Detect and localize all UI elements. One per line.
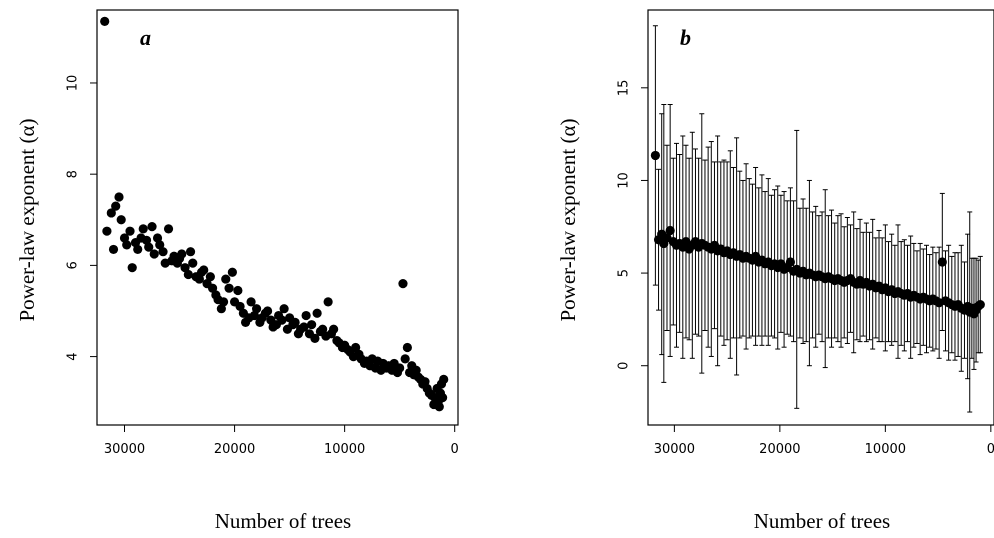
data-point bbox=[221, 274, 231, 284]
data-point bbox=[251, 304, 262, 314]
data-point bbox=[310, 333, 320, 343]
data-point bbox=[224, 283, 234, 293]
x-tick-label-b-2: 10000 bbox=[865, 442, 906, 457]
errorbars-b bbox=[652, 25, 983, 413]
data-point bbox=[111, 201, 121, 211]
points-b bbox=[650, 150, 985, 319]
data-point bbox=[434, 402, 444, 412]
data-point bbox=[650, 150, 660, 161]
data-point bbox=[144, 242, 154, 252]
x-axis-label-b: Number of trees bbox=[754, 509, 890, 533]
data-point bbox=[290, 317, 300, 327]
data-point bbox=[199, 265, 209, 275]
data-point bbox=[114, 192, 124, 202]
data-point bbox=[299, 322, 309, 332]
data-point bbox=[102, 226, 112, 236]
x-tick-label-b-0: 30000 bbox=[654, 442, 695, 457]
data-point bbox=[218, 297, 229, 307]
data-point bbox=[106, 208, 116, 218]
data-point bbox=[127, 263, 137, 273]
data-point bbox=[262, 306, 273, 316]
data-point bbox=[133, 244, 143, 255]
data-point bbox=[437, 393, 448, 403]
data-point bbox=[185, 247, 196, 257]
data-point bbox=[108, 244, 119, 255]
data-point bbox=[665, 225, 675, 236]
data-point bbox=[246, 297, 256, 307]
panel-label-a: a bbox=[140, 25, 151, 50]
data-point bbox=[233, 285, 243, 296]
data-point bbox=[975, 299, 985, 310]
x-tick-label-a-2: 10000 bbox=[324, 442, 365, 457]
plot-frame-b bbox=[647, 9, 994, 426]
data-point bbox=[205, 272, 215, 282]
plot-frame-a bbox=[96, 9, 459, 426]
y-tick-label-b-1: 5 bbox=[617, 269, 632, 277]
data-point bbox=[116, 215, 126, 225]
data-point bbox=[937, 257, 947, 267]
y-tick-label-a-2: 8 bbox=[66, 170, 81, 178]
data-point bbox=[323, 297, 333, 307]
y-axis-label-a: Power-law exponent (α) bbox=[15, 118, 39, 321]
y-axis-b: 0 5 10 15 bbox=[617, 80, 648, 370]
x-tick-label-a-1: 20000 bbox=[214, 442, 255, 457]
data-point bbox=[180, 263, 190, 273]
x-axis-label-a: Number of trees bbox=[215, 509, 351, 533]
x-tick-label-b-1: 20000 bbox=[759, 442, 800, 457]
data-point bbox=[307, 320, 317, 330]
data-point bbox=[402, 342, 412, 353]
data-point bbox=[149, 249, 159, 259]
y-axis-label-b: Power-law exponent (α) bbox=[556, 118, 580, 321]
data-point bbox=[188, 258, 198, 268]
data-point bbox=[122, 240, 132, 250]
y-tick-label-a-1: 6 bbox=[66, 261, 81, 269]
data-point bbox=[398, 279, 408, 289]
data-point bbox=[785, 257, 796, 267]
y-tick-label-a-3: 10 bbox=[66, 75, 81, 92]
panel-label-b: b bbox=[680, 25, 691, 50]
y-tick-label-a-0: 4 bbox=[66, 352, 81, 360]
x-axis-b: 30000 20000 10000 0 bbox=[654, 425, 994, 457]
data-point bbox=[439, 374, 449, 384]
data-point bbox=[147, 222, 157, 232]
data-point bbox=[138, 224, 148, 234]
y-tick-label-b-3: 15 bbox=[617, 80, 632, 97]
data-point bbox=[207, 283, 218, 293]
points-a bbox=[100, 16, 449, 412]
data-point bbox=[227, 267, 237, 277]
data-point bbox=[235, 301, 245, 312]
data-point bbox=[351, 342, 361, 353]
y-tick-label-b-2: 10 bbox=[617, 172, 632, 189]
x-axis-a: 30000 20000 10000 0 bbox=[104, 425, 459, 457]
data-point bbox=[163, 224, 174, 234]
data-point bbox=[318, 324, 328, 334]
panel-a: 30000 20000 10000 0 4 6 8 10 a Number of trees… bbox=[15, 9, 459, 533]
data-point bbox=[312, 308, 322, 318]
data-point bbox=[177, 249, 187, 259]
data-point bbox=[155, 240, 165, 250]
data-point bbox=[279, 304, 289, 314]
data-point bbox=[100, 16, 110, 27]
data-point bbox=[125, 226, 135, 236]
data-point bbox=[329, 324, 339, 334]
data-point bbox=[301, 310, 311, 321]
data-point bbox=[277, 315, 287, 325]
data-point bbox=[400, 354, 410, 364]
panel-b: 30000 20000 10000 0 0 5 10 15 b Number of tree… bbox=[556, 9, 994, 533]
data-point bbox=[183, 269, 193, 280]
data-point bbox=[158, 247, 168, 257]
data-point bbox=[395, 363, 405, 373]
x-tick-label-a-3: 0 bbox=[451, 442, 459, 457]
x-tick-label-b-3: 0 bbox=[987, 442, 994, 457]
x-tick-label-a-0: 30000 bbox=[104, 442, 145, 457]
y-axis-a: 4 6 8 10 bbox=[66, 75, 97, 361]
y-tick-label-b-0: 0 bbox=[617, 362, 632, 370]
